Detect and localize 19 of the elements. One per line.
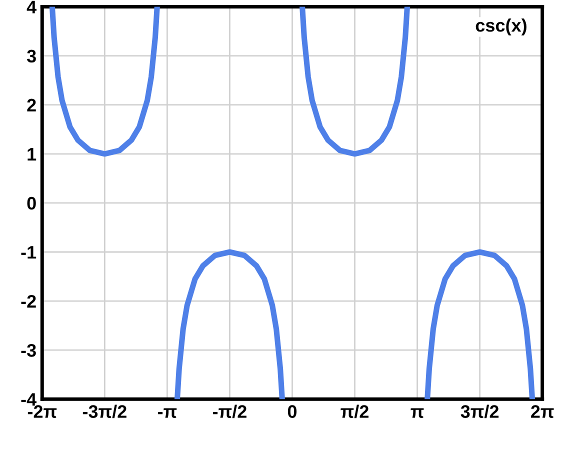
x-tick-label: -3π/2 bbox=[82, 404, 126, 418]
x-tick-label: -2π bbox=[28, 405, 57, 418]
y-tick-label: -1 bbox=[21, 246, 36, 259]
y-tick-label: -4 bbox=[21, 393, 36, 406]
y-tick-label: 4 bbox=[26, 0, 36, 14]
y-tick-label: -3 bbox=[21, 344, 36, 357]
annotation: csc(x) bbox=[476, 18, 526, 36]
x-tick-label: -π bbox=[158, 408, 177, 418]
x-tick-label: π/2 bbox=[340, 404, 368, 418]
y-tick-label: 1 bbox=[28, 148, 36, 160]
x-tick-label: 3π/2 bbox=[460, 404, 499, 418]
x-tick-label: 0 bbox=[288, 405, 297, 418]
y-tick-label: -2 bbox=[21, 294, 36, 308]
x-tick-label: -π/2 bbox=[212, 404, 246, 418]
y-tick-label: 0 bbox=[27, 196, 36, 210]
y-tick-label: 2 bbox=[27, 98, 36, 112]
x-tick-label: π bbox=[410, 408, 424, 418]
x-tick-label: 2π bbox=[531, 405, 554, 418]
y-tick-label: 3 bbox=[26, 50, 36, 63]
